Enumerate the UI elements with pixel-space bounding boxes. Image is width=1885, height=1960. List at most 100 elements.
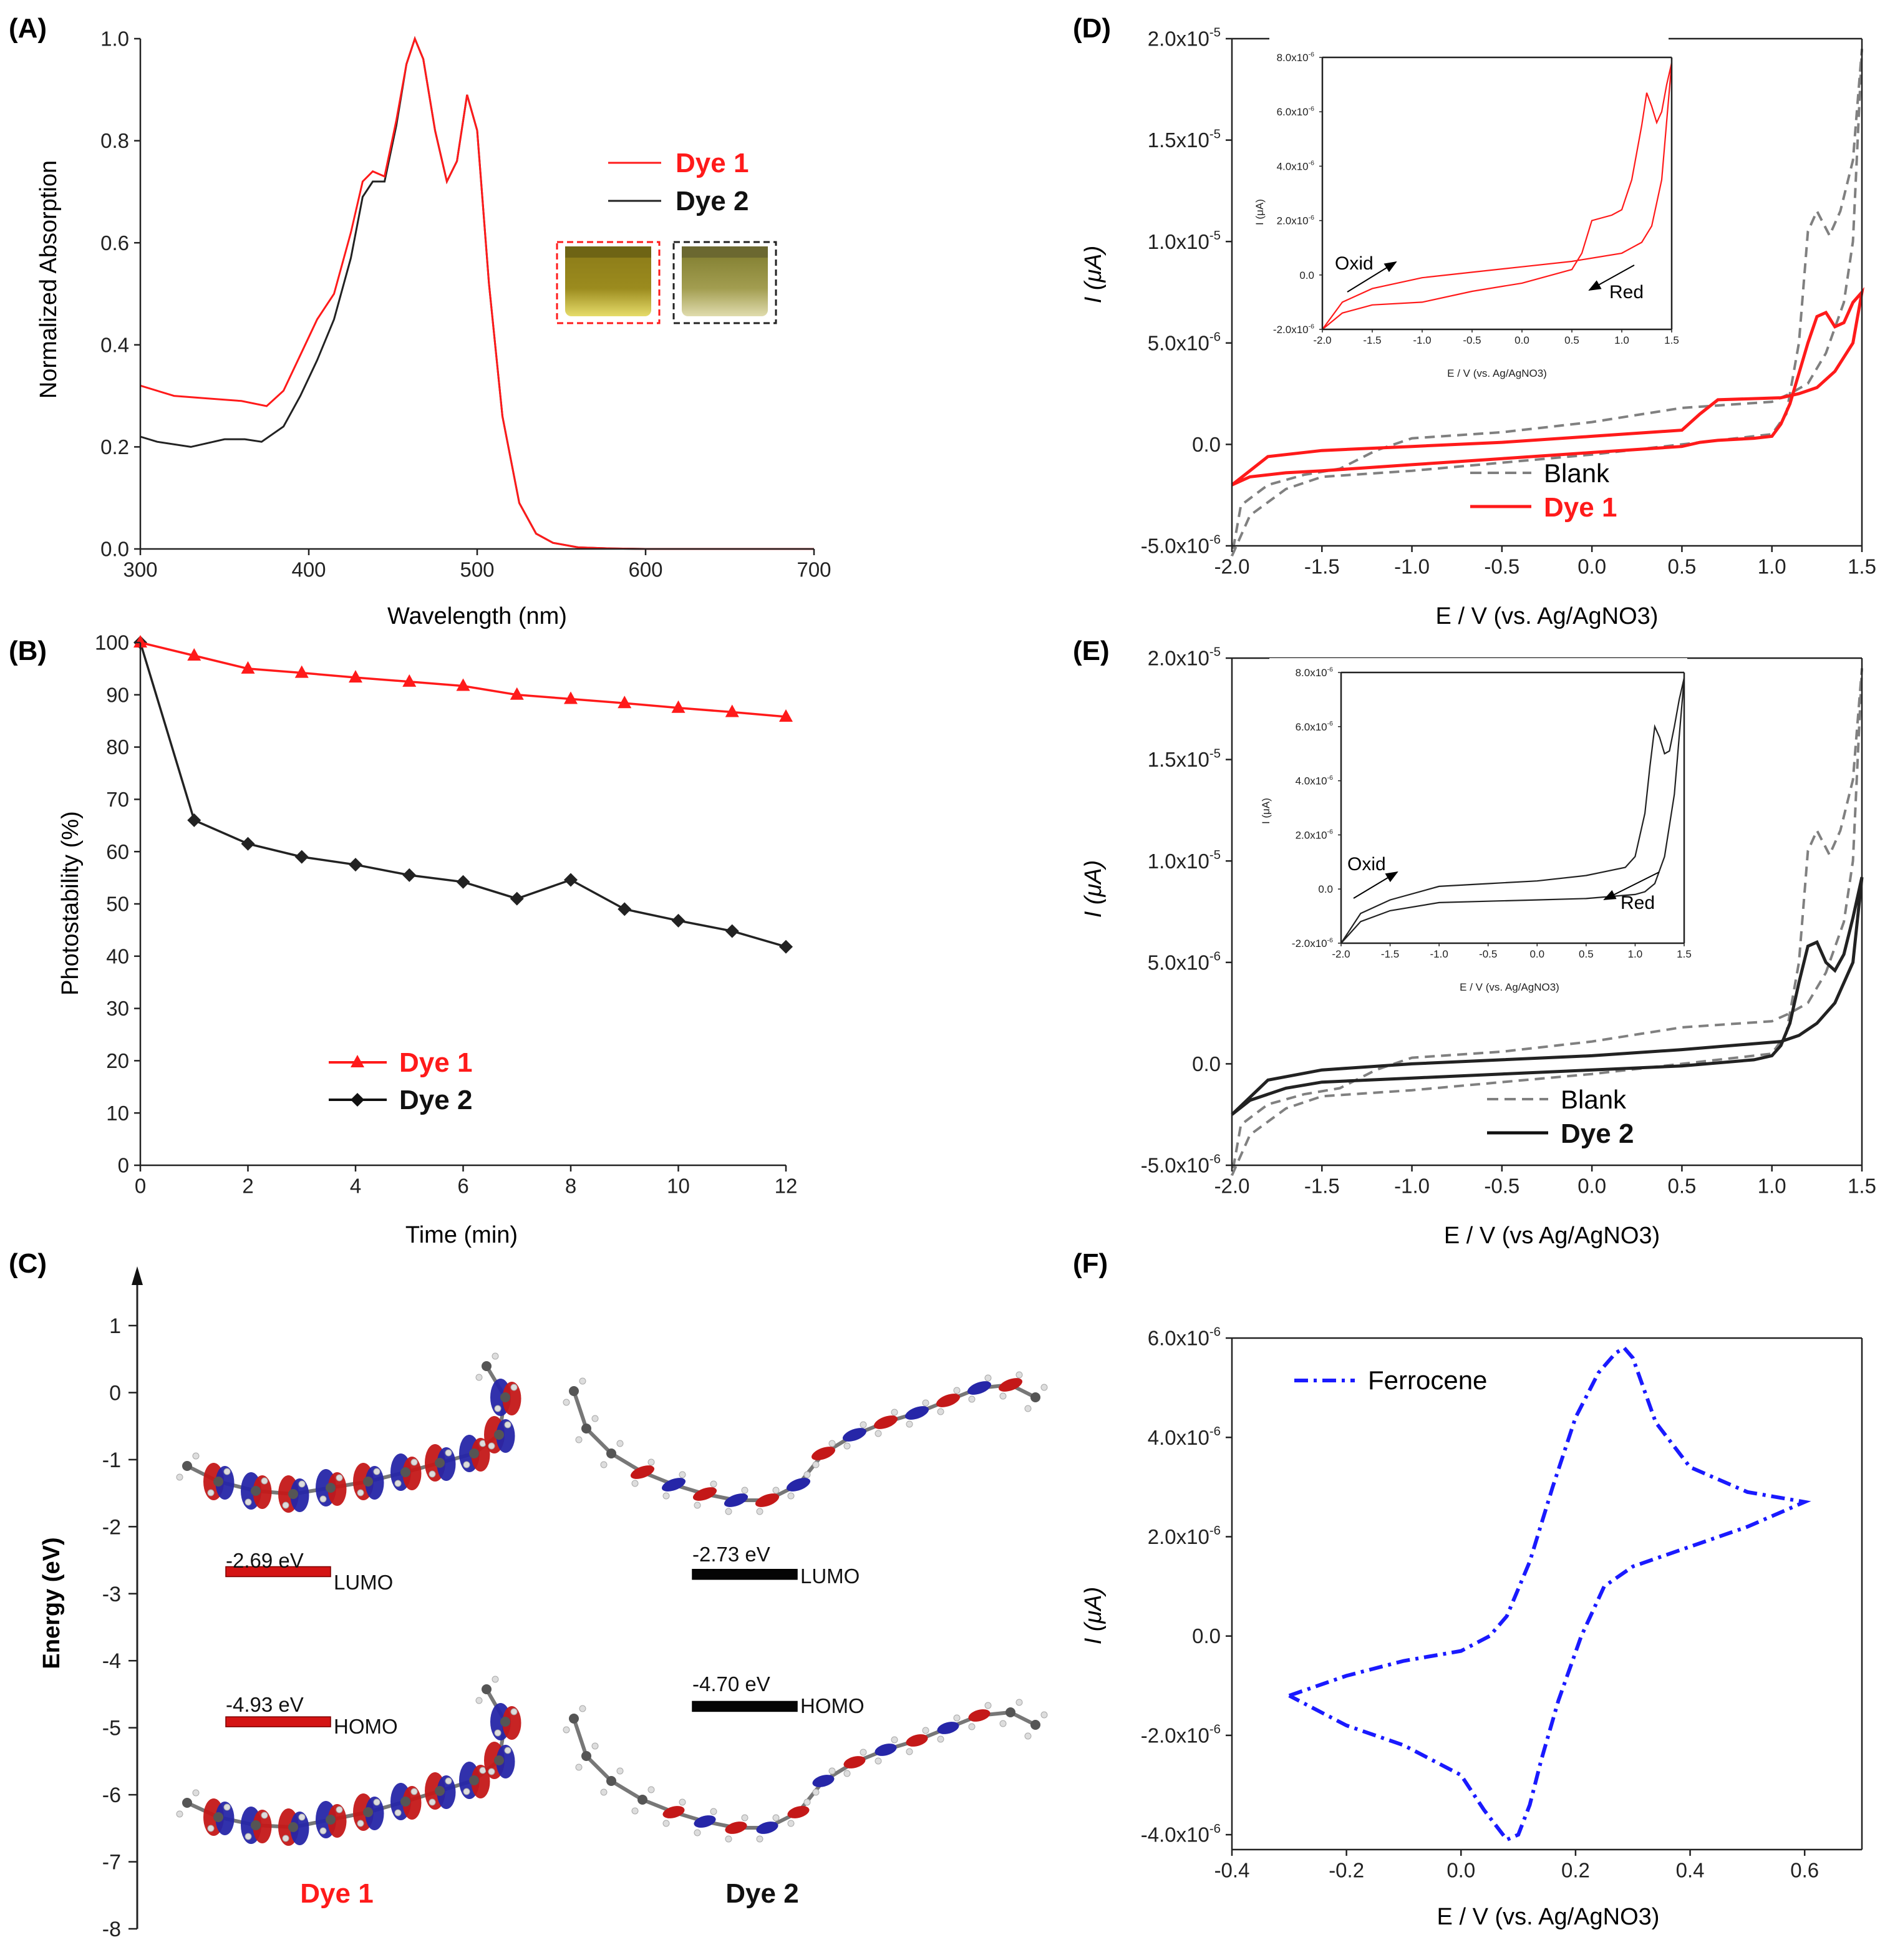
legend-label-dye1: Dye 1 [1544,492,1617,523]
hydrogen [207,1489,215,1497]
series-dye2-line [1231,876,1864,1116]
hydrogen [772,1814,780,1822]
x-tick-label: 0.5 [1667,1175,1696,1198]
orbital-lobe [437,1447,456,1481]
y-tick-label: -5.0x10-6 [1141,1152,1221,1177]
dye1-point [510,687,524,700]
y-tick-label: 60 [106,840,129,863]
hydrogen [1015,1699,1023,1706]
hydrogen [319,1495,327,1503]
x-tick-label: 1.0 [1614,334,1629,346]
x-tick-label: 1.0 [1628,948,1643,960]
hydrogen [968,1723,976,1730]
energy-tick-label: 0 [109,1381,121,1405]
hydrogen [445,1777,452,1785]
dye2-point [618,902,632,916]
x-tick-label: -0.5 [1479,948,1497,960]
hydrogen [488,1768,495,1775]
hydrogen [984,1374,992,1382]
hydrogen [492,1352,499,1360]
hydrogen [373,1468,380,1475]
orbital-lobe [290,1812,309,1845]
atom [494,1755,504,1765]
molecule-dye1-lumo [176,1352,521,1513]
hydrogen [207,1825,215,1832]
energy-level-bar [692,1700,798,1712]
bond [610,1779,644,1802]
x-tick-label: -1.0 [1413,334,1431,346]
hydrogen [1040,1384,1048,1391]
orbital-lobe [471,1765,490,1798]
bond [572,1718,588,1757]
orbital-lobe [694,1815,716,1828]
hydrogen [192,1789,200,1797]
hydrogen [373,1798,380,1806]
x-tick-label: 0.5 [1579,948,1594,960]
atom [469,1448,479,1458]
legend-label-dye1: Dye 1 [676,148,749,178]
hydrogen [803,1798,811,1806]
atom [326,1483,336,1493]
hydrogen [710,1480,717,1488]
panel-f-legend: Ferrocene [1294,1366,1487,1395]
atom [606,1776,616,1786]
legend-label-dye2: Dye 2 [676,186,749,216]
panel-d-xlabel: E / V (vs. Ag/AgNO3) [1436,603,1659,629]
hydrogen [463,1461,470,1468]
orbital-lobe [755,1493,780,1507]
y-tick-label: 1.5x10-5 [1148,127,1221,152]
hydrogen [953,1714,961,1722]
y-tick-label: 6.0x10-6 [1148,1325,1221,1350]
atom [482,1361,492,1371]
hydrogen [725,1508,732,1515]
atom [400,1467,410,1477]
inset-series-line [1340,677,1685,944]
inset-d-xlabel: E / V (vs. Ag/AgNO3) [1447,367,1547,379]
x-tick-label: -0.5 [1463,334,1481,346]
x-tick-label: 1.0 [1758,555,1786,578]
x-tick-label: 1.5 [1848,1175,1876,1198]
dye2-homo-label: HOMO [800,1694,865,1717]
hydrogen [591,1742,599,1750]
atom [288,1822,298,1832]
orbital-lobe [843,1756,866,1768]
hydrogen [429,1798,436,1806]
hydrogen [812,1788,820,1796]
legend-label-dye2: Dye 2 [399,1085,472,1115]
hydrogen [953,1387,961,1394]
energy-tick-label: -6 [102,1783,121,1807]
hydrogen [647,1786,655,1793]
x-tick-label: 300 [123,558,157,581]
dye1-point [618,696,632,709]
atom [500,1717,510,1727]
y-tick-label: 0.6 [100,231,129,255]
y-tick-label: 0.0 [1299,269,1314,281]
dye2-point [725,924,739,938]
hydrogen [223,1803,231,1811]
x-tick-label: -1.0 [1394,1175,1430,1198]
dye1-point [456,678,470,691]
orbital-lobe [875,1744,897,1756]
energy-tick-label: -8 [102,1918,121,1941]
orbital-lobe [786,1478,811,1492]
panel-e-xlabel: E / V (vs Ag/AgNO3) [1444,1223,1660,1249]
hydrogen [575,1436,583,1443]
x-tick-label: 1.5 [1848,555,1876,578]
x-tick-label: -1.5 [1304,555,1340,578]
hydrogen [662,1820,670,1827]
hydrogen [494,1405,502,1412]
orbital-lobe [365,1466,384,1500]
y-tick-label: 8.0x10-6 [1296,666,1334,679]
molecule-dye1-homo [176,1676,521,1846]
x-tick-label: -2.0 [1332,948,1350,960]
panel-b-xlabel: Time (min) [405,1222,518,1248]
y-tick-label: -4.0x10-6 [1141,1822,1221,1846]
hydrogen [725,1835,732,1843]
hydrogen [479,1767,487,1774]
hydrogen [843,1442,851,1450]
hydrogen [662,1492,670,1500]
y-tick-label: 0.4 [100,333,129,356]
hydrogen [828,1767,836,1775]
x-tick-label: 500 [460,558,494,581]
x-tick-label: 0.0 [1577,1175,1606,1198]
